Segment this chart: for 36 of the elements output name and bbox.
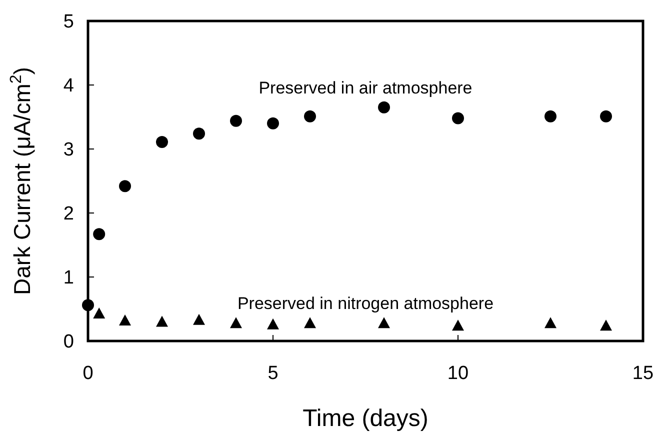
point: [267, 318, 279, 330]
point: [267, 117, 279, 130]
y-tick-label: 5: [63, 12, 74, 33]
series-label: Preserved in air atmosphere: [258, 78, 472, 98]
y-tick-label: 0: [63, 332, 74, 353]
point: [82, 299, 94, 312]
x-tick-label: 10: [447, 363, 469, 384]
point: [119, 180, 131, 192]
point: [600, 320, 612, 331]
point: [119, 314, 131, 326]
point: [600, 110, 612, 122]
point: [452, 320, 464, 331]
point: [156, 136, 168, 148]
point: [452, 112, 464, 124]
point: [230, 114, 242, 127]
x-axis-title: Time (days): [302, 405, 428, 432]
point: [378, 317, 390, 328]
point: [304, 317, 316, 328]
point: [230, 317, 242, 328]
y-tick-label: 3: [63, 140, 74, 161]
point: [544, 110, 556, 122]
series-label: Preserved in nitrogen atmosphere: [237, 294, 494, 314]
point: [156, 316, 168, 327]
point: [304, 110, 316, 122]
point: [193, 128, 205, 140]
x-tick-label: 15: [632, 363, 654, 384]
point: [544, 317, 556, 328]
y-tick-label: 4: [63, 76, 74, 97]
y-tick-label: 1: [63, 268, 74, 289]
point: [378, 101, 390, 114]
x-tick-label: 5: [268, 363, 278, 384]
point: [93, 307, 106, 318]
x-tick-label: 0: [82, 363, 94, 384]
point: [93, 228, 106, 240]
point: [193, 314, 205, 325]
y-tick-label: 2: [63, 204, 74, 225]
